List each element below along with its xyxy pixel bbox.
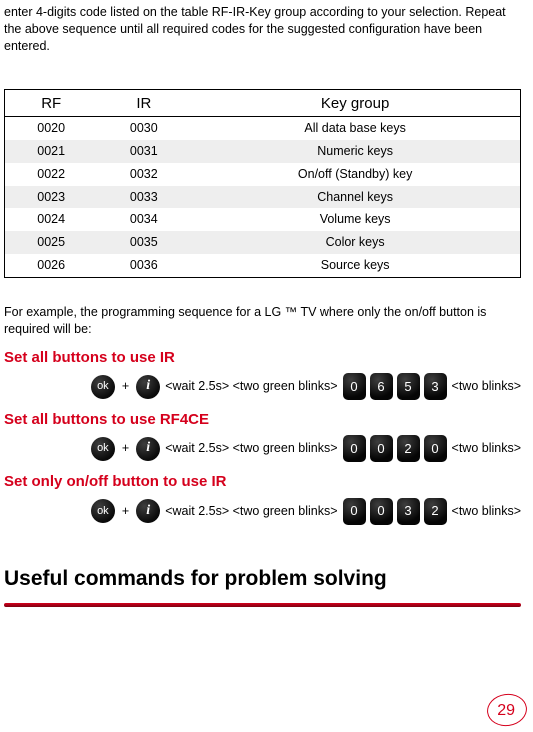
digit-key-icon: 0 <box>343 373 366 400</box>
table-cell: 0024 <box>5 208 98 231</box>
table-cell: 0036 <box>97 254 190 277</box>
table-cell: 0026 <box>5 254 98 277</box>
digit-key-icon: 0 <box>343 498 366 525</box>
after-table-text: For example, the programming sequence fo… <box>4 304 521 338</box>
wait-text: <wait 2.5s> <two green blinks> <box>165 378 337 395</box>
code-table: RF IR Key group 00200030All data base ke… <box>4 89 521 278</box>
th-ir: IR <box>97 89 190 116</box>
code-digits: 0020 <box>343 435 447 462</box>
table-cell: 0022 <box>5 163 98 186</box>
plus-text: + <box>122 378 129 395</box>
end-text: <two blinks> <box>452 503 521 520</box>
code-digits: 0653 <box>343 373 447 400</box>
step-sequence: ok+i <wait 2.5s> <two green blinks> 0032… <box>4 498 521 525</box>
wait-text: <wait 2.5s> <two green blinks> <box>165 503 337 520</box>
table-row: 00220032On/off (Standby) key <box>5 163 521 186</box>
table-cell: 0030 <box>97 116 190 139</box>
page-number: 29 <box>497 700 515 722</box>
info-button-icon: i <box>136 499 160 523</box>
table-cell: 0032 <box>97 163 190 186</box>
wait-text: <wait 2.5s> <two green blinks> <box>165 440 337 457</box>
digit-key-icon: 0 <box>370 498 393 525</box>
info-button-icon: i <box>136 375 160 399</box>
table-cell: 0023 <box>5 186 98 209</box>
plus-text: + <box>122 440 129 457</box>
table-cell: 0031 <box>97 140 190 163</box>
digit-key-icon: 0 <box>343 435 366 462</box>
table-row: 00260036Source keys <box>5 254 521 277</box>
th-rf: RF <box>5 89 98 116</box>
digit-key-icon: 6 <box>370 373 393 400</box>
digit-key-icon: 5 <box>397 373 420 400</box>
table-cell: Source keys <box>190 254 520 277</box>
digit-key-icon: 0 <box>424 435 447 462</box>
table-row: 00240034Volume keys <box>5 208 521 231</box>
table-cell: 0035 <box>97 231 190 254</box>
digit-key-icon: 2 <box>397 435 420 462</box>
step-heading: Set only on/off button to use IR <box>4 472 521 492</box>
end-text: <two blinks> <box>452 440 521 457</box>
info-button-icon: i <box>136 437 160 461</box>
plus-text: + <box>122 503 129 520</box>
ok-button-icon: ok <box>91 375 115 399</box>
table-row: 00210031Numeric keys <box>5 140 521 163</box>
digit-key-icon: 3 <box>397 498 420 525</box>
step-heading: Set all buttons to use IR <box>4 348 521 368</box>
table-row: 00200030All data base keys <box>5 116 521 139</box>
table-cell: 0034 <box>97 208 190 231</box>
ok-button-icon: ok <box>91 437 115 461</box>
table-cell: Color keys <box>190 231 520 254</box>
section-heading: Useful commands for problem solving <box>4 565 521 593</box>
section-rule <box>4 603 521 607</box>
table-cell: 0021 <box>5 140 98 163</box>
intro-text: enter 4-digits code listed on the table … <box>4 4 521 55</box>
ok-button-icon: ok <box>91 499 115 523</box>
digit-key-icon: 3 <box>424 373 447 400</box>
digit-key-icon: 2 <box>424 498 447 525</box>
table-cell: 0025 <box>5 231 98 254</box>
step-heading: Set all buttons to use RF4CE <box>4 410 521 430</box>
table-cell: Numeric keys <box>190 140 520 163</box>
end-text: <two blinks> <box>452 378 521 395</box>
table-cell: 0033 <box>97 186 190 209</box>
step-sequence: ok+i <wait 2.5s> <two green blinks> 0020… <box>4 435 521 462</box>
digit-key-icon: 0 <box>370 435 393 462</box>
table-row: 00250035Color keys <box>5 231 521 254</box>
table-cell: Volume keys <box>190 208 520 231</box>
table-row: 00230033Channel keys <box>5 186 521 209</box>
table-cell: 0020 <box>5 116 98 139</box>
step-sequence: ok + i <wait 2.5s> <two green blinks> 0653… <box>4 373 521 400</box>
table-cell: All data base keys <box>190 116 520 139</box>
table-cell: On/off (Standby) key <box>190 163 520 186</box>
th-keygroup: Key group <box>190 89 520 116</box>
table-cell: Channel keys <box>190 186 520 209</box>
code-digits: 0032 <box>343 498 447 525</box>
